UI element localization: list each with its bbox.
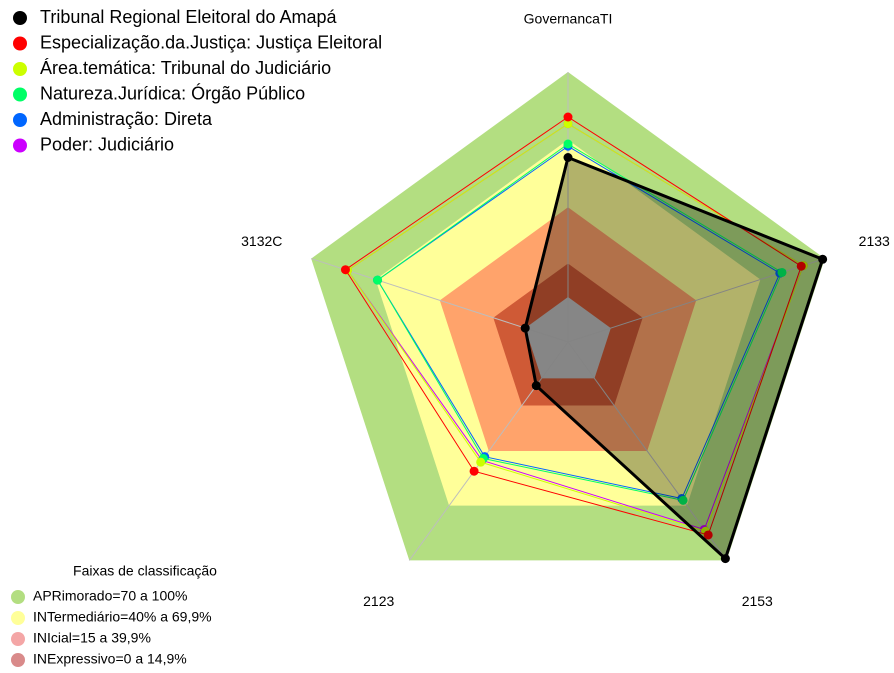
- axis-label: 3132C: [241, 233, 282, 249]
- series-point: [796, 261, 806, 271]
- legend-label: Poder: Judiciário: [40, 134, 174, 154]
- series-point: [818, 254, 828, 264]
- series-point: [563, 153, 573, 162]
- series-point: [531, 381, 541, 391]
- band-legend-marker: [11, 590, 25, 604]
- legend-marker: [13, 36, 27, 51]
- series-point: [563, 112, 573, 122]
- series-point: [678, 495, 688, 505]
- series-point: [520, 323, 530, 333]
- axis-label: 2123: [363, 593, 394, 609]
- legend-label: Área.temática: Tribunal do Judiciário: [40, 58, 331, 78]
- axis-label: GovernancaTI: [524, 11, 613, 27]
- legend-label: Administração: Direta: [40, 109, 213, 129]
- band-legend-marker: [11, 611, 25, 625]
- series-point: [340, 265, 350, 275]
- series-area: [523, 155, 825, 562]
- series-point: [563, 139, 573, 149]
- legend-label: Natureza.Jurídica: Órgão Público: [40, 82, 305, 103]
- axis-label: 2133: [859, 233, 890, 249]
- spoke: [567, 341, 728, 561]
- spoke: [408, 341, 569, 561]
- series-area: [346, 123, 804, 532]
- band-legend-label: INIcial=15 a 39,9%: [33, 630, 151, 646]
- series-area: [344, 116, 802, 536]
- series-area: [376, 143, 783, 501]
- band-legend-marker: [11, 632, 25, 646]
- series-point: [469, 466, 479, 476]
- legend-label: Especialização.da.Justiça: Justiça Eleit…: [40, 32, 382, 52]
- legend-marker: [13, 87, 27, 102]
- band-legend-label: APRimorado=70 a 100%: [33, 588, 188, 604]
- series-point: [720, 554, 730, 564]
- band-legend-label: INTermediário=40% a 69,9%: [33, 609, 212, 625]
- axis-label: 2153: [742, 593, 773, 609]
- bands-title: Faixas de classificação: [73, 563, 217, 579]
- legend-label: Tribunal Regional Eleitoral do Amapá: [40, 7, 337, 27]
- legend-marker: [13, 11, 27, 25]
- band-legend-label: INExpressivo=0 a 14,9%: [33, 651, 187, 667]
- series-point: [476, 457, 486, 467]
- series-point: [777, 267, 787, 277]
- series-point: [373, 275, 383, 285]
- legend-marker: [13, 138, 27, 153]
- series-point: [563, 119, 573, 129]
- legend-marker: [13, 62, 27, 76]
- legend-marker: [13, 113, 27, 127]
- band-legend-marker: [11, 653, 25, 667]
- series-point: [703, 530, 713, 540]
